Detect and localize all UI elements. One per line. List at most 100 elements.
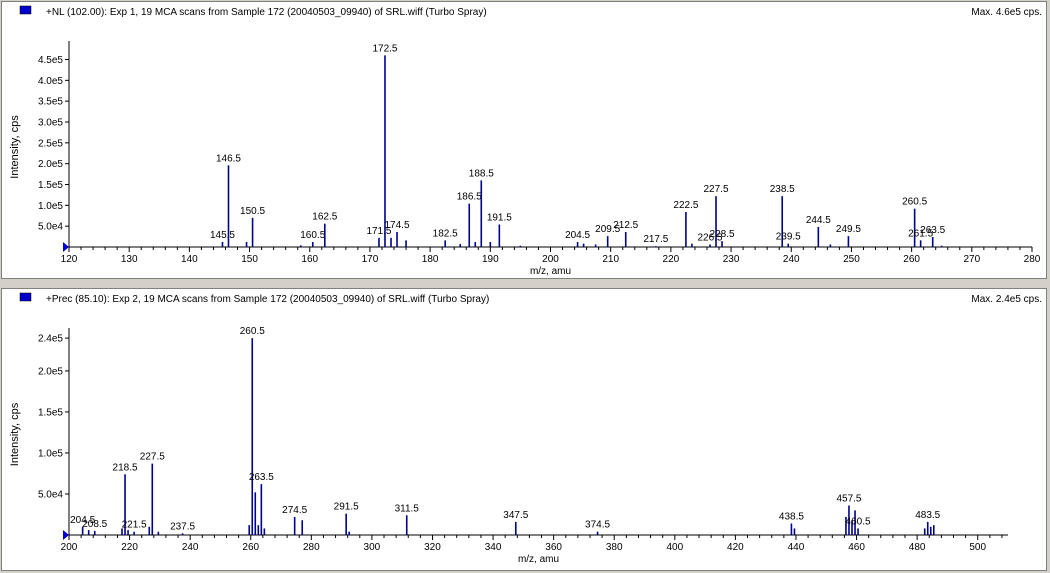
peak-label: 261.5 — [908, 228, 933, 239]
peak-label: 457.5 — [836, 493, 861, 504]
peak-label: 249.5 — [836, 224, 861, 235]
x-tick-label: 280 — [1024, 254, 1041, 265]
max-intensity: Max. 2.4e5 cps. — [971, 294, 1042, 305]
peak-label: 291.5 — [334, 502, 359, 513]
x-tick-label: 460 — [848, 542, 865, 553]
peak-label: 172.5 — [372, 43, 397, 54]
x-tick-label: 210 — [602, 254, 619, 265]
peak-label: 191.5 — [487, 213, 512, 224]
peak-label: 347.5 — [503, 510, 528, 521]
max-intensity: Max. 4.6e5 cps. — [971, 7, 1042, 18]
x-tick-label: 380 — [606, 542, 623, 553]
peak-label: 146.5 — [216, 153, 241, 164]
peak-label: 483.5 — [915, 510, 940, 521]
y-tick-label: 1.5e5 — [38, 180, 63, 191]
x-tick-label: 400 — [666, 542, 683, 553]
peak-label: 217.5 — [643, 234, 668, 245]
x-tick-label: 420 — [727, 542, 744, 553]
peak-label: 212.5 — [613, 220, 638, 231]
peak-label: 227.5 — [140, 452, 165, 463]
peak-label: 228.5 — [710, 229, 735, 240]
y-tick-label: 2.4e5 — [38, 334, 63, 345]
peak-label: 182.5 — [433, 228, 458, 239]
x-tick-label: 340 — [485, 542, 502, 553]
peak-label: 186.5 — [457, 192, 482, 203]
baseline-marker-icon — [63, 530, 69, 540]
y-tick-label: 5.0e4 — [38, 222, 63, 233]
x-axis-label: m/z, amu — [518, 554, 559, 565]
x-tick-label: 360 — [545, 542, 562, 553]
x-tick-label: 320 — [424, 542, 441, 553]
peak-label: 244.5 — [806, 215, 831, 226]
peak-label: 227.5 — [704, 184, 729, 195]
peak-label: 188.5 — [469, 168, 494, 179]
spectrum-panel-bottom: +Prec (85.10): Exp 2, 19 MCA scans from … — [1, 288, 1047, 571]
peak-label: 274.5 — [282, 505, 307, 516]
x-tick-label: 250 — [843, 254, 860, 265]
panel-marker-icon[interactable] — [19, 292, 32, 302]
spectrum-chart-bottom: +Prec (85.10): Exp 2, 19 MCA scans from … — [9, 292, 1042, 565]
peak-label: 145.5 — [210, 230, 235, 241]
x-axis-label: m/z, amu — [530, 266, 571, 277]
y-tick-label: 2.0e5 — [38, 159, 63, 170]
x-tick-label: 130 — [121, 254, 138, 265]
peak-label: 150.5 — [240, 206, 265, 217]
x-tick-label: 180 — [422, 254, 439, 265]
peak-label: 226.5 — [697, 233, 722, 244]
y-tick-label: 2.0e5 — [38, 366, 63, 377]
y-tick-label: 1.0e5 — [38, 448, 63, 459]
peak-label: 222.5 — [673, 200, 698, 211]
x-tick-label: 200 — [61, 542, 78, 553]
x-tick-label: 500 — [969, 542, 986, 553]
x-tick-label: 190 — [482, 254, 499, 265]
x-tick-label: 220 — [663, 254, 680, 265]
x-tick-label: 260 — [903, 254, 920, 265]
x-tick-label: 300 — [364, 542, 381, 553]
peak-label: 160.5 — [300, 230, 325, 241]
y-tick-label: 3.5e5 — [38, 97, 63, 108]
x-tick-label: 120 — [61, 254, 78, 265]
peak-label: 237.5 — [170, 521, 195, 532]
peak-label: 260.5 — [240, 326, 265, 337]
y-axis-label: Intensity, cps — [9, 402, 21, 466]
chart-title: +Prec (85.10): Exp 2, 19 MCA scans from … — [46, 294, 489, 305]
x-tick-label: 240 — [783, 254, 800, 265]
y-axis-label: Intensity, cps — [9, 115, 21, 179]
spectrum-chart-top: +NL (102.00): Exp 1, 19 MCA scans from S… — [9, 5, 1042, 277]
peak-label: 239.5 — [776, 232, 801, 243]
peak-label: 221.5 — [122, 520, 147, 531]
chart-title: +NL (102.00): Exp 1, 19 MCA scans from S… — [46, 7, 487, 18]
peak-label: 174.5 — [385, 220, 410, 231]
peak-label: 311.5 — [395, 503, 420, 514]
y-tick-label: 1.5e5 — [38, 407, 63, 418]
y-tick-label: 3.0e5 — [38, 118, 63, 129]
peak-label: 438.5 — [779, 512, 804, 523]
peak-label: 171.5 — [366, 226, 391, 237]
panel-marker-icon[interactable] — [19, 5, 32, 15]
x-tick-label: 160 — [301, 254, 318, 265]
peak-label: 218.5 — [113, 462, 138, 473]
peak-label: 204.5 — [70, 515, 95, 526]
y-tick-label: 2.5e5 — [38, 138, 63, 149]
x-tick-label: 170 — [362, 254, 379, 265]
x-tick-label: 280 — [303, 542, 320, 553]
x-tick-label: 480 — [909, 542, 926, 553]
x-tick-label: 150 — [241, 254, 258, 265]
peak-label: 209.5 — [595, 224, 620, 235]
x-tick-label: 230 — [723, 254, 740, 265]
peak-label: 238.5 — [770, 184, 795, 195]
x-tick-label: 270 — [963, 254, 980, 265]
x-tick-label: 260 — [242, 542, 259, 553]
peak-label: 460.5 — [846, 516, 871, 527]
spectrum-panel-top: +NL (102.00): Exp 1, 19 MCA scans from S… — [1, 1, 1047, 279]
peak-label: 260.5 — [902, 197, 927, 208]
y-tick-label: 4.5e5 — [38, 55, 63, 66]
peak-label: 204.5 — [565, 230, 590, 241]
baseline-marker-icon — [63, 242, 69, 252]
x-tick-label: 440 — [788, 542, 805, 553]
y-tick-label: 5.0e4 — [38, 489, 63, 500]
y-tick-label: 1.0e5 — [38, 201, 63, 212]
x-tick-label: 240 — [182, 542, 199, 553]
peak-label: 263.5 — [249, 472, 274, 483]
peak-label: 263.5 — [920, 225, 945, 236]
